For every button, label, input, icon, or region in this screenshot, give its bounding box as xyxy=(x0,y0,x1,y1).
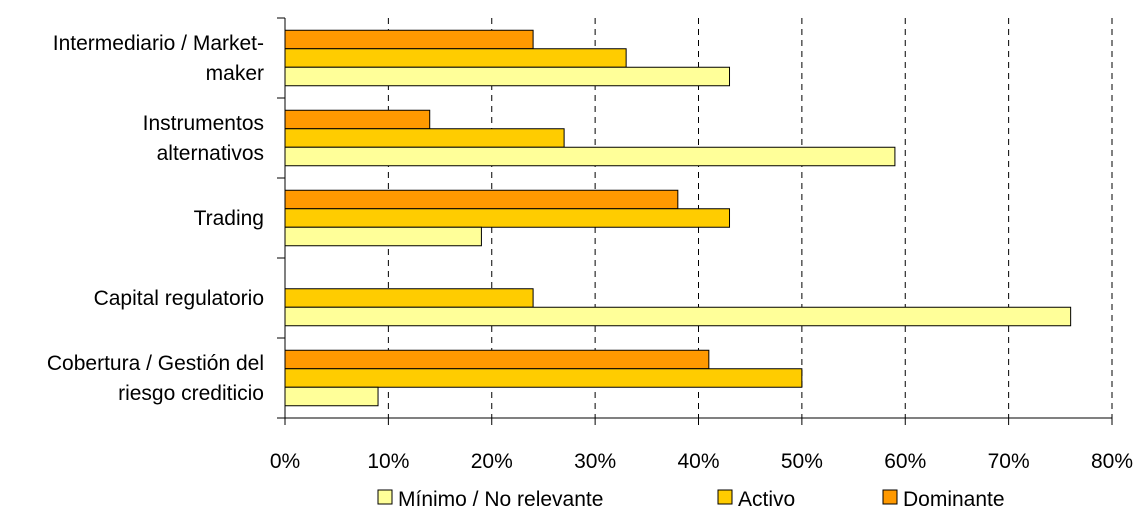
bar xyxy=(284,66,731,87)
x-tick-label: 0% xyxy=(270,450,300,473)
category-label: Trading xyxy=(194,207,264,230)
legend-swatch xyxy=(717,489,733,505)
bar xyxy=(284,288,534,308)
x-tick-label: 10% xyxy=(367,450,409,473)
bar xyxy=(284,109,431,130)
category-label: Intermediario / Market- xyxy=(53,32,264,55)
bar xyxy=(284,386,379,407)
legend-swatch xyxy=(377,489,393,505)
x-tick-label: 40% xyxy=(677,450,719,473)
x-tick-label: 70% xyxy=(988,450,1030,473)
legend-label: Dominante xyxy=(903,488,1005,511)
category-label: Cobertura / Gestión del xyxy=(47,352,264,375)
bar xyxy=(284,128,565,148)
x-tick-label: 80% xyxy=(1091,450,1133,473)
bar xyxy=(284,29,534,50)
bar xyxy=(284,226,482,247)
category-label: alternativos xyxy=(157,142,264,165)
x-tick-label: 50% xyxy=(781,450,823,473)
bar xyxy=(284,48,627,68)
legend-label: Mínimo / No relevante xyxy=(398,488,603,511)
x-tick-label: 30% xyxy=(574,450,616,473)
category-label: Capital regulatorio xyxy=(94,287,264,310)
bar xyxy=(284,306,1072,327)
bar xyxy=(284,146,896,167)
bar xyxy=(284,208,731,228)
legend-label: Activo xyxy=(738,488,795,511)
category-label: Instrumentos xyxy=(143,112,264,135)
bar xyxy=(284,349,710,370)
x-tick-label: 60% xyxy=(884,450,926,473)
bar xyxy=(284,189,679,210)
bar xyxy=(284,368,803,388)
x-tick-label: 20% xyxy=(471,450,513,473)
category-label: maker xyxy=(206,62,264,85)
category-label: riesgo crediticio xyxy=(118,382,264,405)
legend-swatch xyxy=(882,489,898,505)
